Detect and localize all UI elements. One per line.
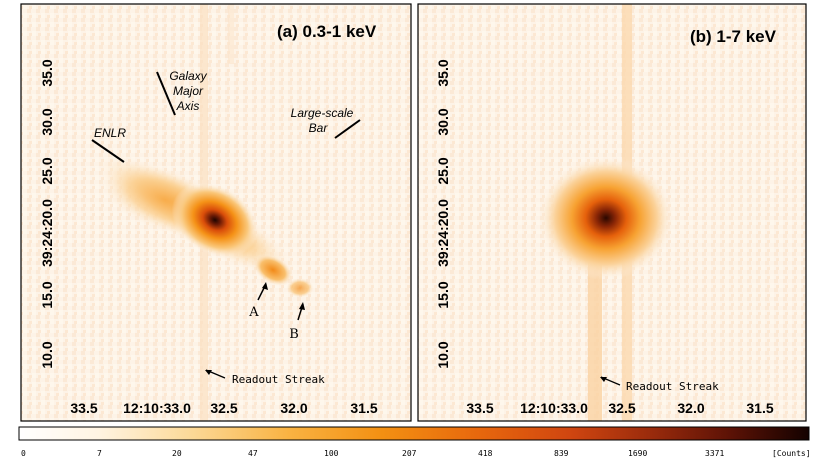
y-tick: 15.0 [39, 281, 55, 308]
y-tick: 15.0 [435, 281, 451, 308]
x-tick: 32.0 [280, 400, 307, 416]
enlr-line [91, 139, 125, 163]
panel-a-title: (a) 0.3-1 keV [277, 22, 377, 41]
bar-line [334, 119, 361, 139]
y-tick: 35.0 [435, 59, 451, 86]
nucleus-b [538, 156, 674, 280]
x-tick: 32.0 [677, 400, 704, 416]
readout-streak-b [588, 250, 602, 421]
knot-a [252, 253, 294, 287]
colorbar-tick: 7 [97, 449, 102, 458]
x-tick: 12:10:33.0 [520, 400, 588, 416]
x-tick: 12:10:33.0 [123, 400, 191, 416]
readout-label-b: Readout Streak [626, 380, 719, 393]
y-tick: 35.0 [39, 59, 55, 86]
colorbar-tick: 3371 [705, 449, 724, 458]
y-tick: 25.0 [435, 157, 451, 184]
colorbar-units: [Counts] [772, 449, 811, 458]
colorbar-tick: 839 [554, 449, 569, 458]
panel-b-image [538, 4, 674, 421]
enlr-label: ENLR [94, 126, 126, 140]
x-tick: 32.5 [210, 400, 237, 416]
y-tick: 30.0 [435, 108, 451, 135]
colorbar-tick: 0 [21, 449, 26, 458]
galaxy-axis-label: Major [173, 84, 204, 98]
x-tick: 33.5 [70, 400, 97, 416]
panel-soft-band: (a) 0.3-1 keV 35.0 30.0 25.0 39:24:20.0 … [20, 3, 412, 422]
panel-b-title: (b) 1-7 keV [690, 27, 777, 46]
panel-a-image [94, 4, 314, 421]
galaxy-axis-line [156, 71, 176, 116]
bar-label: Bar [309, 121, 329, 135]
nucleus-a [171, 182, 259, 258]
galaxy-axis-label: Galaxy [169, 69, 207, 83]
point-b-label: B [289, 327, 299, 342]
colorbar: 0 7 20 47 100 207 418 839 1690 3371 [Cou… [18, 426, 811, 458]
colorbar-tick: 20 [172, 449, 182, 458]
knot-b [286, 278, 314, 298]
x-tick: 33.5 [466, 400, 493, 416]
y-tick: 39:24:20.0 [39, 199, 55, 267]
point-a-label: A [248, 305, 259, 320]
y-tick: 25.0 [39, 157, 55, 184]
panel-hard-band: (b) 1-7 keV 35.0 30.0 25.0 39:24:20.0 15… [417, 3, 807, 422]
y-tick: 10.0 [39, 341, 55, 368]
y-tick: 30.0 [39, 108, 55, 135]
x-tick: 31.5 [746, 400, 773, 416]
colorbar-tick: 207 [402, 449, 417, 458]
readout-label-a: Readout Streak [232, 373, 325, 386]
colorbar-tick: 100 [324, 449, 339, 458]
bar-label: Large-scale [291, 106, 354, 120]
galaxy-axis-label: Axis [176, 99, 200, 113]
colorbar-tick: 418 [478, 449, 493, 458]
y-tick: 10.0 [435, 341, 451, 368]
colorbar-tick: 47 [248, 449, 258, 458]
y-tick: 39:24:20.0 [435, 199, 451, 267]
x-tick: 32.5 [608, 400, 635, 416]
colorbar-gradient [18, 426, 810, 441]
colorbar-tick: 1690 [628, 449, 647, 458]
x-tick: 31.5 [350, 400, 377, 416]
